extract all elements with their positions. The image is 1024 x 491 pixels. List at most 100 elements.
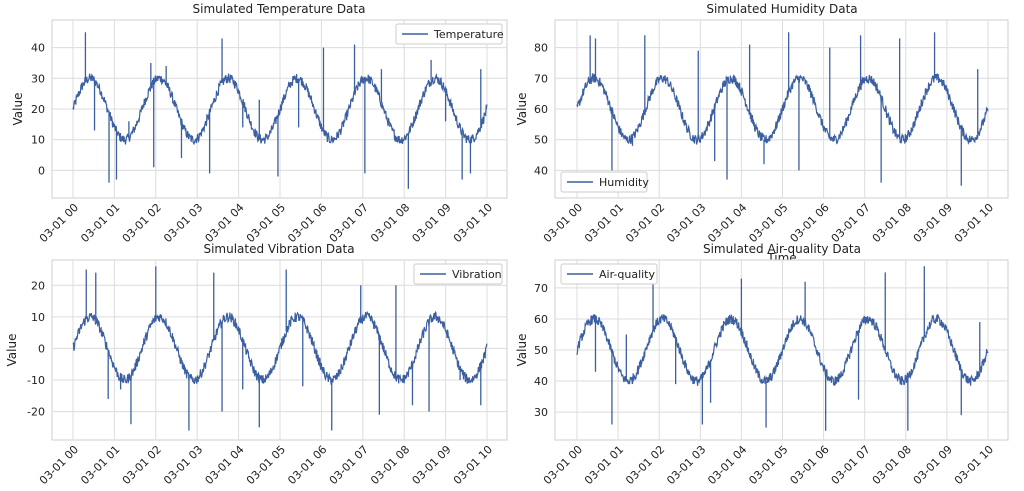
chart-title-temperature: Simulated Temperature Data bbox=[193, 2, 366, 16]
x-tick-label-7: 03-01 07 bbox=[327, 443, 371, 487]
y-tick-label-0: 30 bbox=[534, 406, 548, 419]
y-tick-label-4: 70 bbox=[534, 282, 548, 295]
y-tick-label-0: 0 bbox=[38, 164, 45, 177]
x-tick-label-6: 03-01 06 bbox=[285, 443, 329, 487]
series-line-air-quality bbox=[576, 313, 989, 386]
x-tick-label-10: 03-01 10 bbox=[451, 443, 495, 487]
x-tick-label-0: 03-01 00 bbox=[37, 443, 81, 487]
y-tick-label-3: 10 bbox=[31, 311, 45, 324]
legend-vibration: Vibration bbox=[413, 263, 503, 285]
legend-box-vibration bbox=[413, 263, 503, 285]
x-tick-label-9: 03-01 09 bbox=[410, 443, 454, 487]
x-tick-label-7: 03-01 07 bbox=[829, 201, 873, 245]
y-tick-label-2: 60 bbox=[534, 103, 548, 116]
series-line-humidity bbox=[576, 73, 989, 145]
x-tick-label-8: 03-01 08 bbox=[368, 201, 412, 245]
x-tick-label-0: 03-01 00 bbox=[37, 201, 81, 245]
x-tick-label-2: 03-01 02 bbox=[623, 201, 667, 245]
x-tick-label-5: 03-01 05 bbox=[746, 443, 790, 487]
x-tick-label-9: 03-01 09 bbox=[911, 201, 955, 245]
x-tick-label-2: 03-01 02 bbox=[623, 443, 667, 487]
x-tick-label-3: 03-01 03 bbox=[161, 201, 205, 245]
legend-temperature: Temperature bbox=[395, 23, 504, 45]
x-tick-label-9: 03-01 09 bbox=[911, 443, 955, 487]
x-tick-label-5: 03-01 05 bbox=[746, 201, 790, 245]
y-axis-label-vibration: Value bbox=[5, 334, 19, 367]
x-tick-label-4: 03-01 04 bbox=[203, 201, 247, 245]
y-ticks-vibration: -20 -10 0 10 20 bbox=[27, 279, 45, 418]
spikes-vibration bbox=[85, 266, 482, 431]
x-tick-label-6: 03-01 06 bbox=[285, 201, 329, 245]
x-tick-label-4: 03-01 04 bbox=[705, 443, 749, 487]
chart-title-humidity: Simulated Humidity Data bbox=[706, 2, 857, 16]
legend-label-temperature: Temperature bbox=[433, 28, 504, 41]
x-tick-label-4: 03-01 04 bbox=[705, 201, 749, 245]
grid-temperature bbox=[52, 20, 507, 198]
legend-label-vibration: Vibration bbox=[452, 268, 502, 281]
legend-humidity: Humidity bbox=[560, 171, 649, 193]
y-axis-label-temperature: Value bbox=[11, 93, 25, 126]
x-tick-label-7: 03-01 07 bbox=[829, 443, 873, 487]
y-tick-label-1: 40 bbox=[534, 375, 548, 388]
x-tick-label-5: 03-01 05 bbox=[244, 443, 288, 487]
x-tick-label-0: 03-01 00 bbox=[541, 201, 585, 245]
x-tick-label-8: 03-01 08 bbox=[870, 443, 914, 487]
y-tick-label-1: 10 bbox=[31, 134, 45, 147]
y-tick-label-2: 50 bbox=[534, 344, 548, 357]
x-tick-label-7: 03-01 07 bbox=[327, 201, 371, 245]
x-tick-label-1: 03-01 01 bbox=[582, 443, 626, 487]
spikes-temperature bbox=[84, 32, 482, 189]
y-tick-label-4: 40 bbox=[31, 42, 45, 55]
y-tick-label-3: 60 bbox=[534, 313, 548, 326]
x-tick-label-8: 03-01 08 bbox=[870, 201, 914, 245]
y-axis-label-humidity: Value bbox=[515, 93, 529, 126]
x-tick-label-3: 03-01 03 bbox=[664, 443, 708, 487]
x-tick-label-0: 03-01 00 bbox=[541, 443, 585, 487]
y-tick-label-1: -10 bbox=[27, 374, 45, 387]
x-tick-label-3: 03-01 03 bbox=[161, 443, 205, 487]
x-tick-label-2: 03-01 02 bbox=[120, 201, 164, 245]
x-tick-label-3: 03-01 03 bbox=[664, 201, 708, 245]
x-tick-label-5: 03-01 05 bbox=[244, 201, 288, 245]
x-tick-label-10: 03-01 10 bbox=[952, 443, 996, 487]
legend-box-humidity bbox=[560, 171, 648, 193]
y-tick-label-3: 70 bbox=[534, 72, 548, 85]
y-ticks-air-quality: 30 40 50 60 70 bbox=[534, 282, 548, 419]
x-tick-label-9: 03-01 09 bbox=[410, 201, 454, 245]
x-tick-label-8: 03-01 08 bbox=[368, 443, 412, 487]
x-tick-label-6: 03-01 06 bbox=[788, 443, 832, 487]
x-tick-label-1: 03-01 01 bbox=[582, 201, 626, 245]
y-tick-label-1: 50 bbox=[534, 134, 548, 147]
legend-air-quality: Air-quality bbox=[560, 263, 658, 285]
legend-box-air-quality bbox=[560, 263, 658, 285]
x-tick-label-1: 03-01 01 bbox=[78, 201, 122, 245]
legend-box-temperature bbox=[395, 23, 503, 45]
x-tick-label-6: 03-01 06 bbox=[788, 201, 832, 245]
spikes-humidity bbox=[589, 32, 979, 186]
x-tick-label-4: 03-01 04 bbox=[203, 443, 247, 487]
y-ticks-humidity: 40 50 60 70 80 bbox=[534, 42, 548, 178]
x-tick-label-1: 03-01 01 bbox=[78, 443, 122, 487]
x-tick-label-10: 03-01 10 bbox=[952, 201, 996, 245]
x-tick-label-2: 03-01 02 bbox=[120, 443, 164, 487]
y-tick-label-3: 30 bbox=[31, 72, 45, 85]
chart-title-vibration: Simulated Vibration Data bbox=[203, 242, 354, 256]
legend-label-air-quality: Air-quality bbox=[599, 268, 655, 281]
y-tick-label-2: 0 bbox=[38, 342, 45, 355]
y-tick-label-0: 40 bbox=[534, 164, 548, 177]
y-axis-label-air-quality: Value bbox=[515, 334, 529, 367]
chart-title-air-quality: Simulated Air-quality Data bbox=[703, 242, 861, 256]
y-tick-label-4: 20 bbox=[31, 279, 45, 292]
y-ticks-temperature: 0 10 20 30 40 bbox=[31, 42, 45, 178]
legend-label-humidity: Humidity bbox=[599, 176, 649, 189]
x-tick-label-10: 03-01 10 bbox=[451, 201, 495, 245]
